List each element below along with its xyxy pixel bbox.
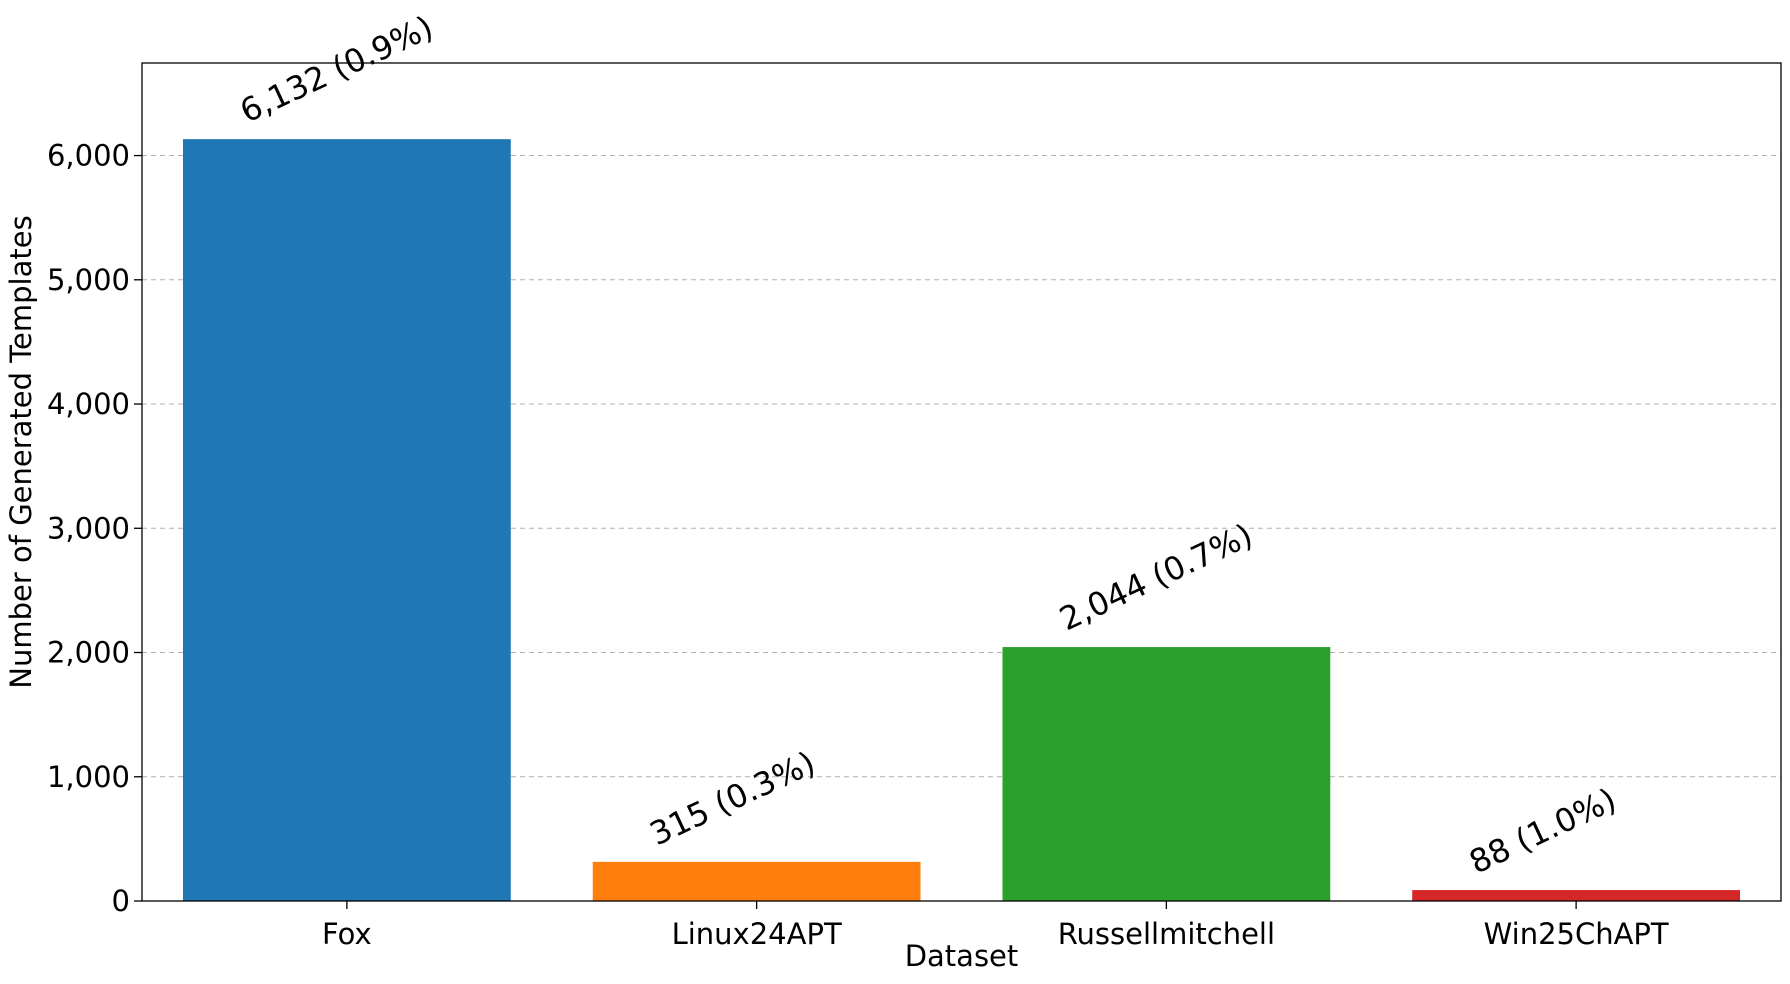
y-tick-label: 0 — [112, 884, 130, 918]
y-tick-label: 5,000 — [47, 263, 130, 297]
data-label: 2,044 (0.7%) — [1054, 516, 1259, 638]
x-tick-label: Win25ChAPT — [1484, 917, 1669, 951]
x-tick-label: Linux24APT — [672, 917, 842, 951]
data-label: 315 (0.3%) — [644, 744, 821, 853]
x-axis-ticks: Fox Linux24APT Russellmitchell Win25ChAPT — [322, 901, 1669, 951]
bar-fox — [182, 139, 511, 901]
bar-linux24apt — [592, 861, 921, 901]
x-tick-label: Fox — [322, 917, 372, 951]
y-tick-label: 2,000 — [47, 636, 130, 670]
bar-russellmitchell — [1002, 647, 1331, 901]
x-axis-title: Dataset — [905, 939, 1019, 973]
y-axis-ticks: 0 1,000 2,000 3,000 4,000 5,000 6,000 — [47, 139, 142, 918]
plot-frame — [141, 62, 1782, 902]
x-tick-label: Russellmitchell — [1058, 917, 1275, 951]
y-axis-title: Number of Generated Templates — [4, 215, 38, 688]
y-tick-label: 4,000 — [47, 387, 130, 421]
y-tick-label: 1,000 — [47, 760, 130, 794]
bar-win25chapt — [1412, 890, 1741, 901]
data-label: 88 (1.0%) — [1463, 780, 1621, 881]
y-tick-label: 3,000 — [47, 511, 130, 545]
data-label: 6,132 (0.9%) — [234, 8, 439, 130]
bars — [182, 139, 1741, 901]
y-tick-label: 6,000 — [47, 139, 130, 173]
